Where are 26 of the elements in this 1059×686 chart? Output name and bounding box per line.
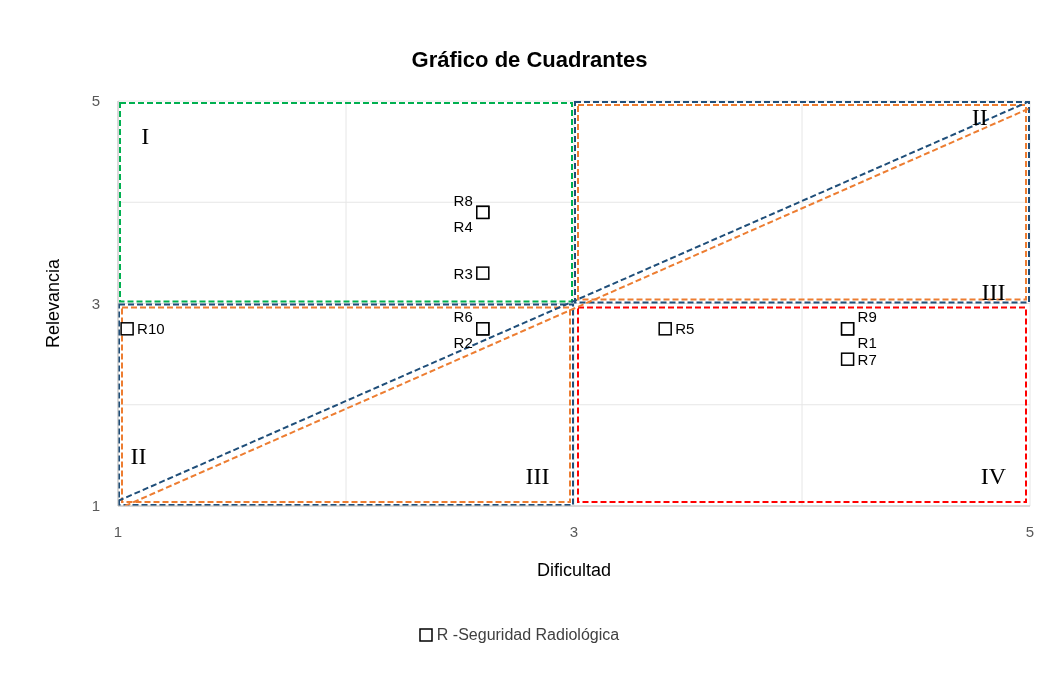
data-label: R7 [857, 350, 877, 368]
y-tick-label: 3 [91, 294, 100, 312]
data-label: R10 [137, 320, 165, 338]
data-label: R8 [453, 191, 473, 209]
annotation: III [981, 278, 1006, 305]
y-axis-title: Relevancia [43, 257, 64, 349]
data-label: R3 [453, 264, 473, 282]
x-tick-label: 3 [569, 522, 579, 540]
x-tick-label: 5 [1025, 522, 1035, 540]
data-label: R9 [857, 308, 877, 326]
y-tick-label: 5 [91, 92, 100, 110]
legend-label: R -Seguridad Radiológica [435, 626, 620, 644]
annotation: I [141, 122, 150, 149]
annotation: IV [980, 463, 1007, 490]
x-axis-title: Dificultad [536, 560, 612, 580]
data-label: R1 [857, 334, 877, 352]
x-tick-label: 1 [113, 522, 123, 540]
data-label: R6 [453, 308, 473, 326]
data-label: R5 [675, 320, 695, 338]
annotation: III [525, 463, 550, 490]
y-tick-label: 1 [91, 497, 100, 515]
data-label: R4 [453, 217, 473, 235]
annotation: II [130, 442, 147, 469]
annotation: II [971, 103, 988, 130]
chart-title: Gráfico de Cuadrantes [411, 47, 648, 74]
data-label: R2 [453, 334, 473, 352]
